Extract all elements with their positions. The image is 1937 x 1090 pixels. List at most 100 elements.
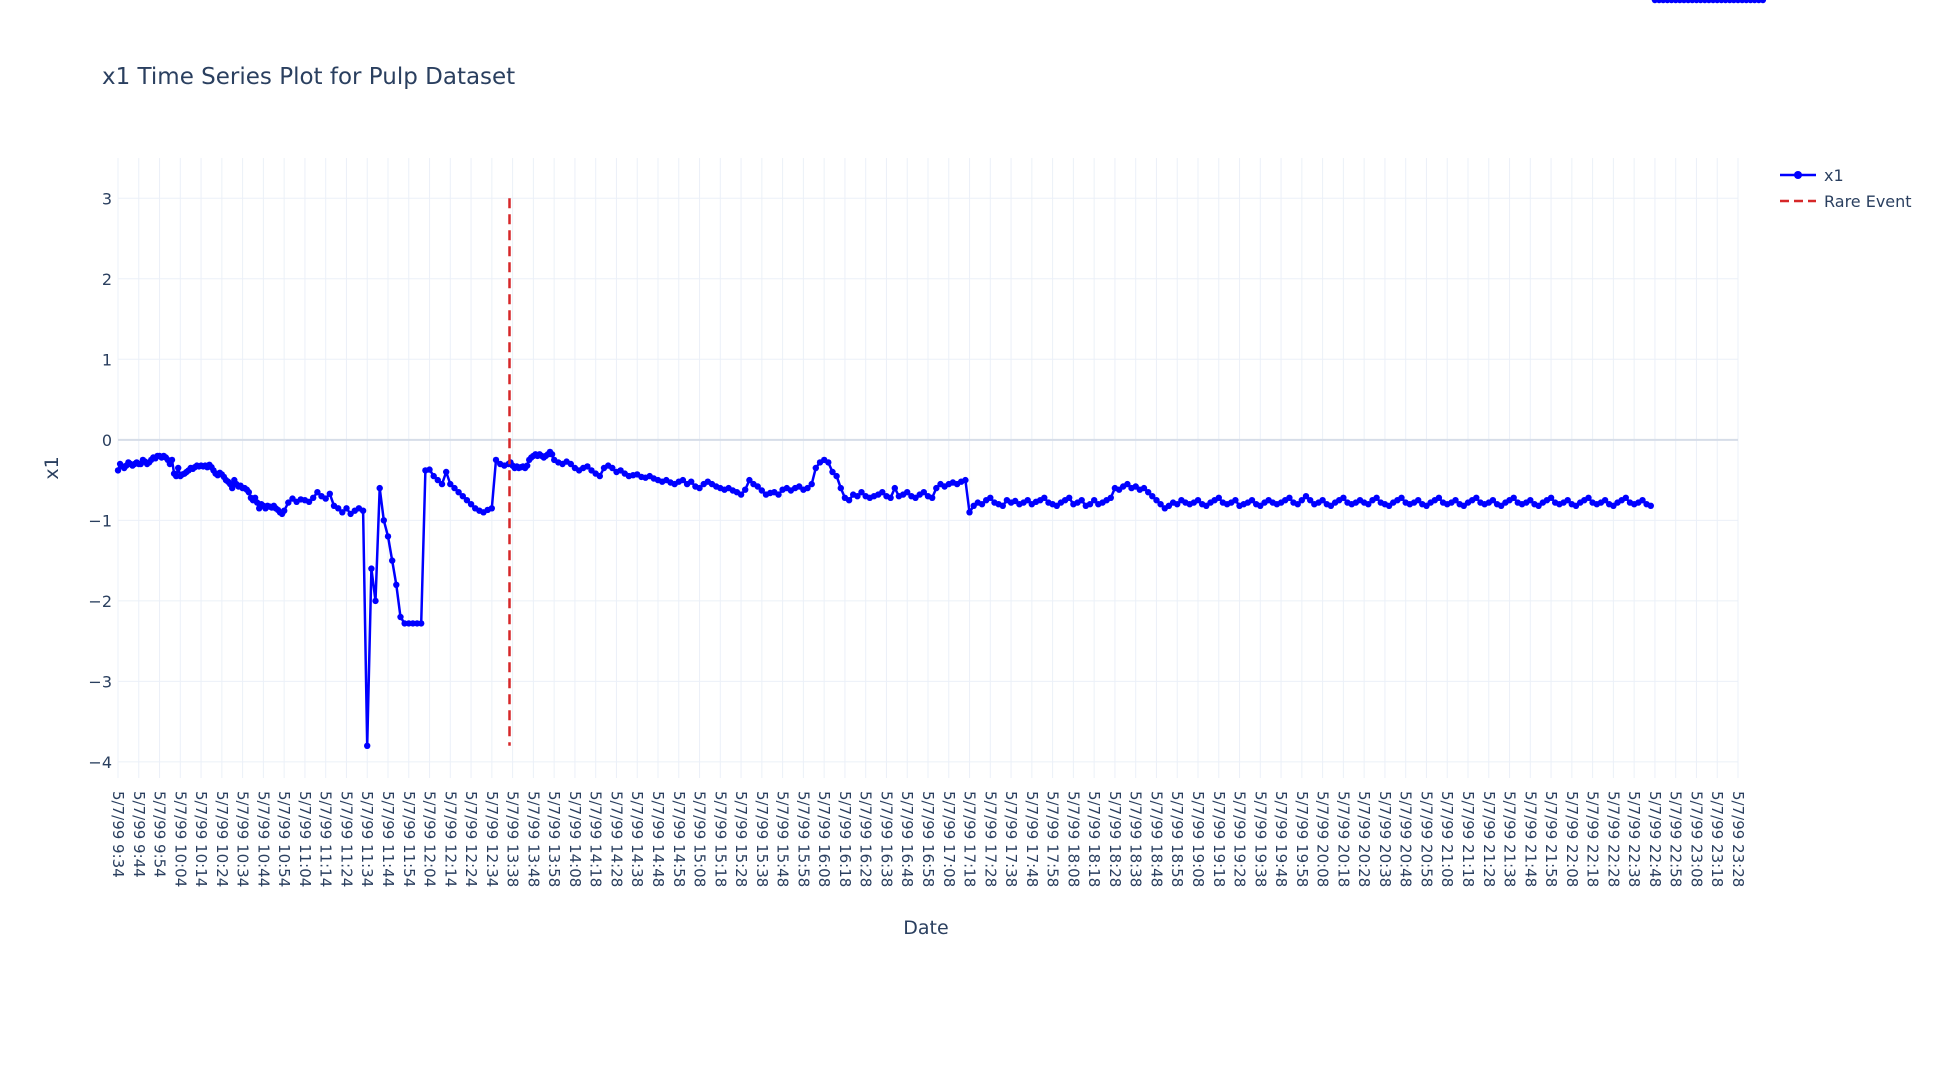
x-tick-label: 5/7/99 12:14 — [441, 791, 459, 887]
series-x1-point — [467, 501, 475, 508]
legend-label-x1: x1 — [1824, 165, 1844, 185]
series-x1-point — [1286, 494, 1293, 501]
series-x1-point — [359, 507, 367, 514]
x-tick-label: 5/7/99 12:24 — [462, 791, 480, 887]
x-tick-label: 5/7/99 21:38 — [1501, 791, 1519, 887]
x-tick-label: 5/7/99 12:04 — [421, 791, 439, 887]
series-x1-point — [746, 476, 753, 484]
series-x1-point — [1585, 494, 1592, 501]
series-x1-point — [314, 489, 321, 496]
x-tick-label: 5/7/99 10:44 — [254, 791, 272, 887]
series-x1-point — [1473, 494, 1480, 501]
series-x1-point — [679, 476, 687, 484]
x-tick-label: 5/7/99 10:54 — [275, 791, 293, 887]
series-x1-point — [742, 486, 749, 493]
series-x1-point — [567, 460, 574, 468]
series-x1-point — [372, 597, 379, 605]
legend-item-rare-event[interactable]: Rare Event — [1778, 188, 1912, 214]
series-x1-point — [858, 489, 865, 496]
x-tick-label: 5/7/99 15:08 — [691, 791, 709, 887]
x-tick-label: 5/7/99 20:08 — [1314, 791, 1332, 887]
x-tick-label: 5/7/99 20:28 — [1355, 791, 1373, 887]
x-tick-label: 5/7/99 21:58 — [1542, 791, 1560, 887]
y-tick-label: −2 — [88, 592, 112, 611]
x-tick-label: 5/7/99 11:14 — [317, 791, 335, 887]
series-x1-point — [1759, 0, 1767, 4]
y-tick-label: 0 — [102, 431, 112, 450]
x-tick-label: 5/7/99 21:28 — [1480, 791, 1498, 887]
series-x1-point — [430, 472, 437, 480]
series-x1-point — [1140, 484, 1148, 492]
series-x1-point — [775, 491, 782, 498]
series-x1-point — [1149, 493, 1156, 500]
series-x1-point — [251, 494, 259, 501]
series-x1-point — [1215, 494, 1223, 501]
legend-dash-line-icon — [1780, 199, 1816, 203]
x-tick-label: 5/7/99 16:48 — [898, 791, 916, 887]
series-x1-point — [962, 476, 969, 484]
series-x1-point — [443, 468, 450, 476]
legend-line-marker-icon — [1780, 171, 1816, 179]
series-x1-point — [1622, 494, 1630, 501]
x-tick-label: 5/7/99 18:18 — [1085, 791, 1103, 887]
series-x1-point — [488, 505, 495, 512]
x-tick-label: 5/7/99 23:18 — [1708, 791, 1726, 887]
series-x1-point — [845, 497, 853, 504]
series-x1-point — [887, 494, 894, 501]
x-tick-label: 5/7/99 10:04 — [171, 791, 189, 887]
x-tick-label: 5/7/99 22:18 — [1584, 791, 1602, 887]
x-tick-label: 5/7/99 17:08 — [940, 791, 958, 887]
series-x1-point — [808, 480, 815, 488]
series-x1-point — [548, 451, 556, 458]
series-x1-point — [438, 480, 446, 488]
y-tick-label: −1 — [88, 511, 112, 530]
x-tick-label: 5/7/99 9:44 — [130, 791, 148, 878]
series-x1-point — [584, 463, 591, 470]
x-tick-label: 5/7/99 11:24 — [337, 791, 355, 887]
series-x1-point — [837, 484, 844, 492]
series-x1-point — [1041, 494, 1048, 501]
x-tick-label: 5/7/99 11:44 — [379, 791, 397, 887]
series-x1-point — [804, 484, 811, 492]
series-x1-point — [1452, 497, 1459, 504]
x-tick-label: 5/7/99 15:18 — [711, 791, 729, 887]
series-x1-point — [1564, 497, 1571, 504]
x-tick-label: 5/7/99 15:38 — [753, 791, 771, 887]
series-x1-point — [609, 464, 616, 472]
series-x1-point — [310, 494, 317, 501]
x-tick-label: 5/7/99 14:58 — [670, 791, 688, 887]
x-tick-label: 5/7/99 11:04 — [296, 791, 314, 887]
series-x1-point — [492, 456, 500, 464]
series-x1-point — [1174, 501, 1181, 508]
series-x1-point — [1647, 502, 1655, 509]
series-x1-point — [326, 490, 333, 497]
series-x1-point — [987, 494, 994, 501]
series-x1-point — [1373, 494, 1380, 501]
x-tick-label: 5/7/99 9:54 — [151, 791, 169, 878]
x-tick-label: 5/7/99 20:18 — [1334, 791, 1352, 887]
series-x1-point — [322, 495, 329, 502]
x-tick-label: 5/7/99 13:38 — [504, 791, 522, 887]
series-x1-point — [1601, 497, 1609, 504]
series-x1-point — [1157, 501, 1164, 508]
series-x1-point — [1248, 497, 1256, 504]
series-x1-point — [812, 464, 819, 472]
x-tick-label: 5/7/99 12:34 — [483, 791, 501, 887]
x-tick-label: 5/7/99 10:14 — [192, 791, 210, 887]
series-x1-point — [1435, 494, 1443, 501]
legend-item-x1[interactable]: x1 — [1778, 162, 1912, 188]
series-x1-point — [1294, 501, 1301, 508]
series-x1-point — [1639, 497, 1646, 504]
x-tick-label: 5/7/99 17:58 — [1044, 791, 1062, 887]
x-tick-label: 5/7/99 19:38 — [1251, 791, 1269, 887]
series-x1-point — [1527, 497, 1534, 504]
series-x1-point — [825, 459, 832, 466]
grid-lines — [117, 158, 1739, 778]
series-x1-point — [305, 498, 313, 505]
x-tick-label: 5/7/99 21:18 — [1459, 791, 1477, 887]
series-x1-point — [891, 484, 898, 492]
y-tick-label: −3 — [88, 672, 112, 691]
x-tick-labels: 5/7/99 9:34 5/7/99 9:44 5/7/99 9:54 5/7/99 … — [109, 791, 1747, 887]
x-tick-label: 5/7/99 21:48 — [1521, 791, 1539, 887]
